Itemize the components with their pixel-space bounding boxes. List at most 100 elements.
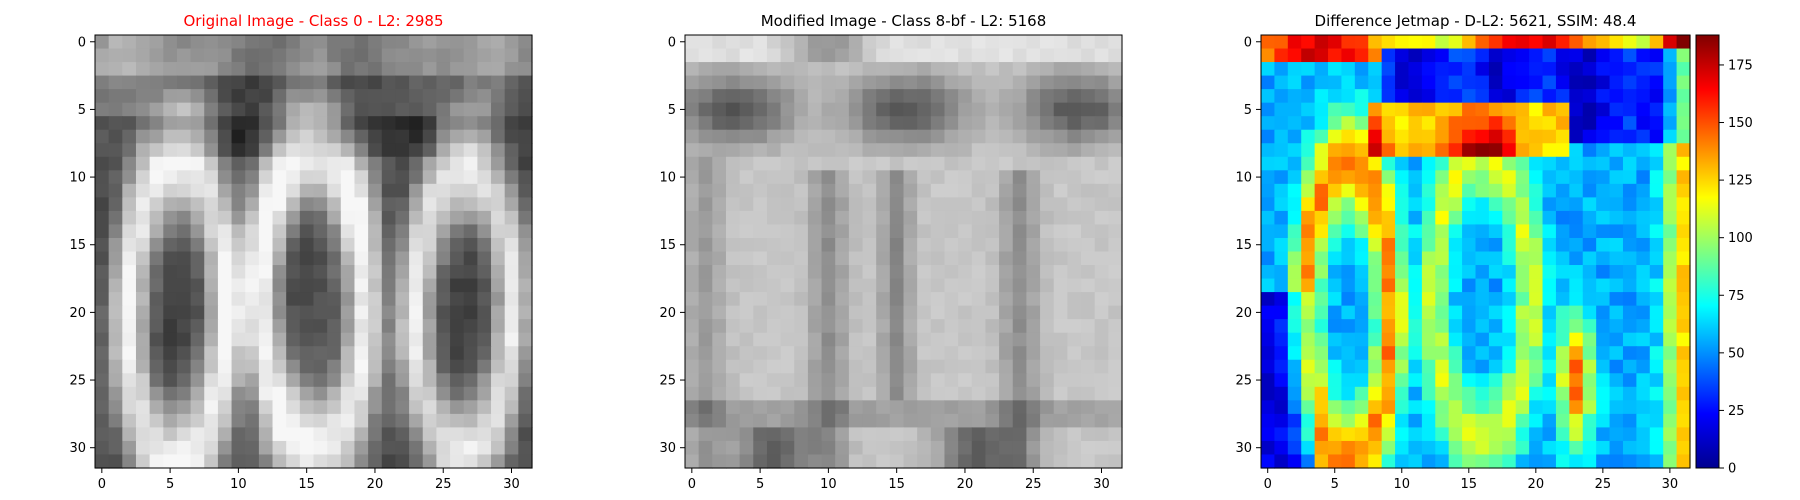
heatmap-cell (491, 386, 506, 401)
heatmap-cell (1261, 197, 1276, 212)
heatmap-cell (1026, 454, 1041, 469)
heatmap-cell (354, 102, 369, 117)
heatmap-cell (190, 156, 205, 171)
heatmap-cell (1649, 265, 1664, 280)
heatmap-cell (504, 62, 519, 77)
heatmap-cell (1488, 400, 1503, 415)
heatmap-cell (1649, 62, 1664, 77)
heatmap-cell (204, 48, 219, 63)
y-tick-label: 20 (659, 306, 676, 321)
heatmap-cell (217, 170, 233, 185)
heatmap-cell (231, 48, 246, 63)
heatmap-cell (436, 143, 451, 158)
heatmap-cell (463, 332, 478, 347)
heatmap-cell (258, 440, 274, 456)
heatmap-cell (1012, 427, 1028, 442)
heatmap-cell (848, 197, 864, 212)
heatmap-cell (340, 251, 356, 266)
heatmap-cell (395, 183, 410, 198)
heatmap-cell (944, 251, 959, 266)
heatmap-cell (518, 143, 533, 158)
heatmap-cell (463, 224, 478, 239)
heatmap-cell (985, 359, 1000, 374)
heatmap-cell (217, 359, 233, 374)
heatmap-cell (985, 129, 1000, 144)
heatmap-cell (368, 62, 383, 77)
heatmap-cell (1676, 359, 1691, 374)
heatmap-cell (122, 292, 137, 307)
heatmap-cell (999, 183, 1014, 198)
heatmap-cell (395, 116, 410, 131)
heatmap-cell (1569, 156, 1584, 171)
heatmap-cell (971, 62, 987, 77)
heatmap-cell (1622, 48, 1637, 63)
heatmap-cell (917, 143, 932, 158)
heatmap-cell (258, 237, 274, 253)
heatmap-cell (368, 210, 383, 226)
heatmap-cell (1435, 427, 1450, 442)
heatmap-cell (739, 197, 754, 212)
heatmap-cell (368, 278, 383, 293)
heatmap-cell (848, 359, 864, 374)
heatmap-cell (422, 346, 438, 361)
heatmap-cell (1555, 210, 1570, 226)
heatmap-cell (1341, 224, 1356, 239)
heatmap-cell (903, 454, 918, 469)
heatmap-cell (1542, 332, 1557, 347)
heatmap-cell (1649, 413, 1664, 429)
heatmap-cell (1569, 292, 1584, 307)
heatmap-cell (504, 143, 519, 158)
heatmap-cell (409, 440, 424, 456)
heatmap-cell (876, 143, 891, 158)
heatmap-cell (463, 102, 478, 117)
heatmap-cell (1475, 89, 1490, 104)
heatmap-cell (491, 359, 506, 374)
heatmap-cell (971, 386, 987, 401)
heatmap-cell (1408, 197, 1423, 212)
heatmap-cell (217, 75, 233, 90)
heatmap-cell (327, 278, 342, 293)
heatmap-cell (1475, 183, 1490, 198)
heatmap-cell (1515, 75, 1530, 90)
heatmap-cell (217, 210, 233, 226)
heatmap-cell (1555, 427, 1570, 442)
heatmap-cell (753, 48, 768, 63)
heatmap-cell (725, 62, 741, 77)
heatmap-cell (1287, 319, 1302, 334)
heatmap-cell (313, 346, 328, 361)
heatmap-cell (272, 346, 287, 361)
heatmap-cell (1636, 102, 1651, 117)
heatmap-cell (1529, 265, 1544, 280)
heatmap-cell (958, 427, 973, 442)
heatmap-cell (685, 170, 700, 185)
heatmap-cell (1094, 62, 1109, 77)
heatmap-cell (1676, 427, 1691, 442)
heatmap-cell (1261, 156, 1276, 171)
heatmap-cell (122, 373, 137, 388)
heatmap-cell (1354, 359, 1369, 374)
heatmap-cell (725, 183, 741, 198)
heatmap-cell (491, 305, 506, 320)
heatmap-cell (1053, 278, 1068, 293)
heatmap-cell (422, 129, 438, 144)
heatmap-cell (477, 332, 492, 347)
heatmap-cell (917, 35, 932, 50)
heatmap-cell (1488, 454, 1503, 469)
heatmap-cell (95, 292, 110, 307)
x-tick-label: 0 (688, 477, 696, 492)
heatmap-cell (450, 413, 465, 429)
heatmap-cell (712, 278, 727, 293)
heatmap-cell (1108, 278, 1123, 293)
heatmap-cell (725, 386, 741, 401)
heatmap-cell (245, 35, 260, 50)
heatmap-cell (299, 197, 315, 212)
heatmap-cell (1067, 210, 1082, 226)
heatmap-cell (1012, 224, 1028, 239)
heatmap-cell (1609, 373, 1624, 388)
heatmap-cell (1081, 413, 1096, 429)
heatmap-cell (862, 427, 877, 442)
heatmap-cell (1026, 346, 1041, 361)
heatmap-cell (504, 237, 519, 253)
heatmap-cell (1462, 89, 1477, 104)
heatmap-cell (217, 265, 233, 280)
